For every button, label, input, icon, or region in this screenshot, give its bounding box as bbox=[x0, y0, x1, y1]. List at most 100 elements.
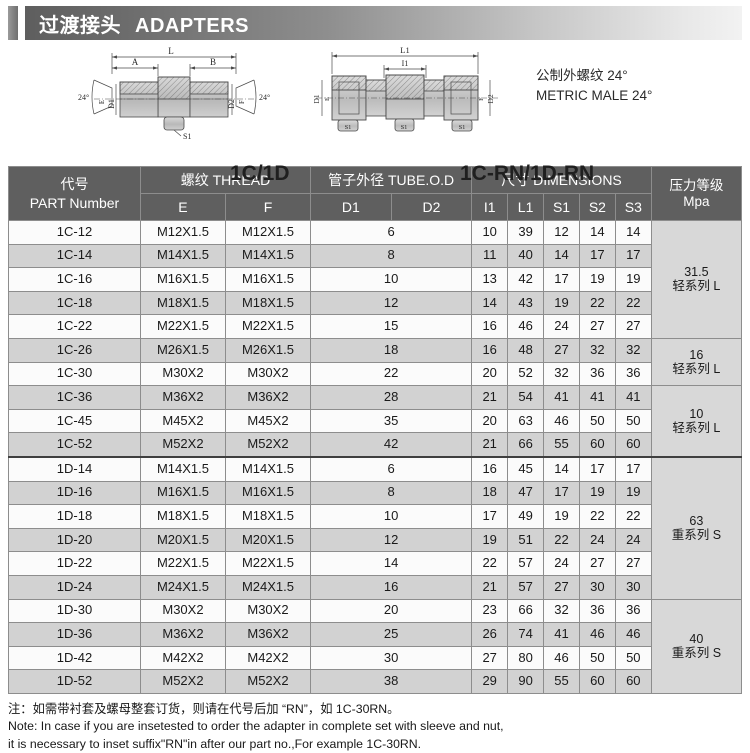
cell-part-number: 1D-22 bbox=[8, 551, 141, 576]
page-title-cn: 过渡接头 bbox=[39, 14, 121, 37]
cell-thread-e: M14X1.5 bbox=[139, 455, 226, 482]
cell-dim-i1: 17 bbox=[471, 504, 509, 529]
cell-part-number: 1D-24 bbox=[8, 574, 141, 600]
cell-dim-s2: 22 bbox=[578, 290, 616, 316]
cell-dim-s3: 46 bbox=[614, 622, 652, 647]
cell-thread-f: M16X1.5 bbox=[224, 267, 311, 292]
cell-tube-od: 6 bbox=[309, 455, 473, 482]
adapter-diagram-1c-1d: L A B 24° 24° S1 bbox=[78, 46, 270, 140]
label-F-right-fig: F bbox=[478, 97, 485, 101]
cell-tube-od: 18 bbox=[309, 337, 473, 363]
cell-dim-s2: 17 bbox=[578, 455, 616, 482]
table-row: 1C-12 M12X1.5 M12X1.5 6 10 39 12 14 14 31.5 轻系列 L bbox=[8, 220, 743, 339]
adapter-spec-table: 代号 PART Number 螺纹 THREAD 管子外径 TUBE.O.D 尺… bbox=[8, 166, 743, 694]
cell-thread-e: M16X1.5 bbox=[139, 480, 226, 506]
pressure-value: 10 bbox=[689, 406, 704, 421]
cell-thread-e: M18X1.5 bbox=[139, 290, 226, 316]
cell-dim-l1: 45 bbox=[507, 455, 545, 482]
cell-dim-s2: 27 bbox=[578, 551, 616, 576]
cell-dim-i1: 16 bbox=[471, 314, 509, 339]
cell-dim-s1: 41 bbox=[543, 622, 580, 647]
cell-dim-s3: 50 bbox=[614, 408, 652, 434]
cell-dim-i1: 16 bbox=[471, 455, 509, 482]
cell-thread-f: M14X1.5 bbox=[224, 243, 311, 269]
cell-part-number: 1D-30 bbox=[8, 598, 141, 624]
table-row: 1C-30 M30X2 M30X2 22 20 52 32 36 36 bbox=[8, 361, 742, 387]
table-row: 1C-52 M52X2 M52X2 42 21 66 55 60 60 bbox=[8, 432, 742, 458]
table-row: 1C-22 M22X1.5 M22X1.5 15 16 46 24 27 27 bbox=[8, 314, 742, 339]
cell-part-number: 1D-42 bbox=[8, 645, 141, 671]
cell-dim-s1: 46 bbox=[543, 645, 580, 671]
cell-part-number: 1C-52 bbox=[8, 432, 141, 458]
cell-pressure-rating: 31.5 轻系列 L bbox=[650, 220, 743, 339]
cell-dim-l1: 39 bbox=[507, 220, 545, 245]
cell-dim-s1: 17 bbox=[543, 480, 580, 506]
cell-thread-f: M18X1.5 bbox=[224, 504, 311, 529]
title-banner: 过渡接头 ADAPTERS bbox=[25, 6, 742, 40]
cell-dim-l1: 74 bbox=[507, 622, 545, 647]
header-thread-e: E bbox=[139, 193, 226, 221]
cell-dim-s2: 19 bbox=[578, 480, 616, 506]
cell-pressure-rating: 63 重系列 S bbox=[650, 455, 743, 600]
cell-tube-od: 15 bbox=[309, 314, 473, 339]
header-dim-s1: S1 bbox=[543, 193, 580, 221]
cell-thread-e: M18X1.5 bbox=[139, 504, 226, 529]
cell-thread-e: M42X2 bbox=[139, 645, 226, 671]
cell-dim-s3: 14 bbox=[614, 220, 652, 245]
header-dim-s3: S3 bbox=[614, 193, 652, 221]
cell-dim-s1: 19 bbox=[543, 504, 580, 529]
adapter-diagram-1c-rn-1d-rn: L1 I1 S1 S1 S1 bbox=[312, 45, 500, 132]
header-dimensions-en: DIMENSIONS bbox=[533, 171, 622, 188]
cell-thread-f: M45X2 bbox=[224, 408, 311, 434]
label-I1: I1 bbox=[402, 59, 409, 68]
cell-dim-s3: 17 bbox=[614, 243, 652, 269]
cell-thread-f: M52X2 bbox=[224, 669, 311, 694]
cell-pressure-rating: 40 重系列 S bbox=[650, 598, 743, 694]
cell-thread-f: M12X1.5 bbox=[224, 220, 311, 245]
cell-dim-s2: 27 bbox=[578, 314, 616, 339]
cell-thread-e: M20X1.5 bbox=[139, 527, 226, 553]
cell-thread-f: M42X2 bbox=[224, 645, 311, 671]
cell-dim-i1: 23 bbox=[471, 598, 509, 624]
table-row: 1C-26 M26X1.5 M26X1.5 18 16 48 27 32 32 16 轻系列 L bbox=[8, 337, 743, 387]
cell-part-number: 1C-30 bbox=[8, 361, 141, 387]
table-row: 1C-36 M36X2 M36X2 28 21 54 41 41 41 10 轻系列 L bbox=[8, 385, 743, 458]
header-tube-d2: D2 bbox=[390, 193, 473, 221]
label-D1-right-fig: D1 bbox=[312, 94, 321, 103]
cell-dim-s2: 36 bbox=[578, 598, 616, 624]
cell-dim-l1: 51 bbox=[507, 527, 545, 553]
cell-pressure-rating: 16 轻系列 L bbox=[650, 337, 743, 387]
cell-part-number: 1D-16 bbox=[8, 480, 141, 506]
cell-tube-od: 6 bbox=[309, 220, 473, 245]
cell-dim-l1: 57 bbox=[507, 551, 545, 576]
cell-dim-l1: 40 bbox=[507, 243, 545, 269]
cell-part-number: 1D-18 bbox=[8, 504, 141, 529]
thread-note-en: METRIC MALE 24° bbox=[536, 87, 653, 103]
cell-part-number: 1C-16 bbox=[8, 267, 141, 292]
cell-thread-f: M36X2 bbox=[224, 385, 311, 410]
cell-dim-i1: 11 bbox=[471, 243, 509, 269]
page-title-en: ADAPTERS bbox=[135, 14, 250, 37]
label-D1: D1 bbox=[107, 99, 116, 109]
cell-dim-l1: 63 bbox=[507, 408, 545, 434]
header-thread-group: 螺纹 THREAD bbox=[139, 166, 311, 194]
cell-thread-e: M12X1.5 bbox=[139, 220, 226, 245]
cell-dim-l1: 49 bbox=[507, 504, 545, 529]
pressure-series: 轻系列 L bbox=[672, 279, 721, 294]
cell-dim-i1: 26 bbox=[471, 622, 509, 647]
header-row-sub: E F D1 D2 I1 L1 S1 S2 S3 bbox=[9, 193, 742, 221]
cell-tube-od: 12 bbox=[309, 290, 473, 316]
cell-thread-e: M26X1.5 bbox=[139, 337, 226, 363]
cell-part-number: 1D-52 bbox=[8, 669, 141, 694]
spec-table-container: 代号 PART Number 螺纹 THREAD 管子外径 TUBE.O.D 尺… bbox=[8, 166, 743, 694]
cell-dim-i1: 21 bbox=[471, 385, 509, 410]
cell-dim-i1: 22 bbox=[471, 551, 509, 576]
thread-note-cn: 公制外螺纹 24° bbox=[536, 68, 628, 83]
label-S1-left: S1 bbox=[345, 124, 352, 131]
cell-dim-s1: 32 bbox=[543, 361, 580, 387]
cell-dim-i1: 10 bbox=[471, 220, 509, 245]
cell-thread-f: M16X1.5 bbox=[224, 480, 311, 506]
label-D2-right-fig: D2 bbox=[486, 94, 495, 103]
label-A: A bbox=[132, 57, 139, 67]
cell-dim-i1: 21 bbox=[471, 574, 509, 600]
